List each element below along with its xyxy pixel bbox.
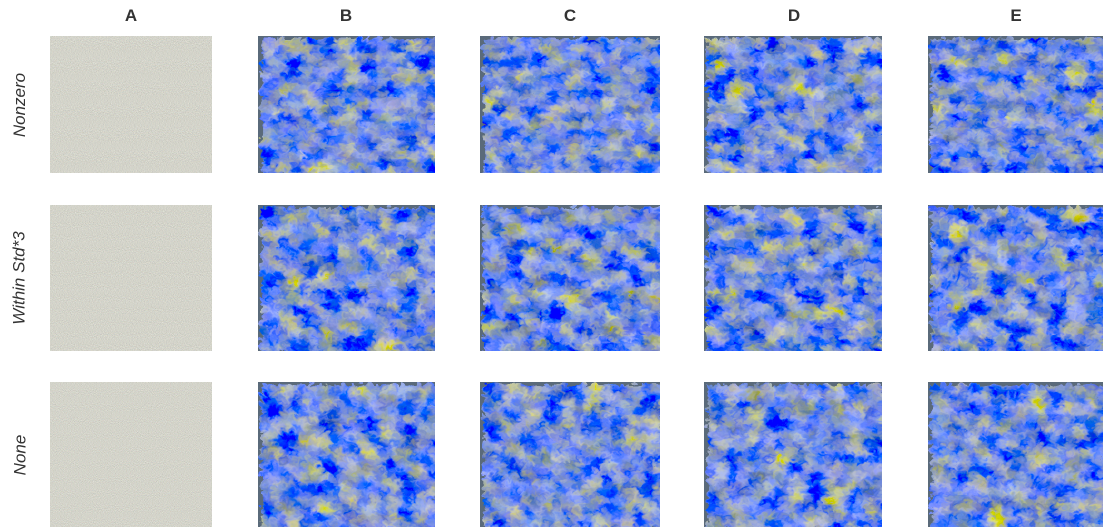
tile-none-e xyxy=(928,382,1103,527)
row-label-nonzero: Nonzero xyxy=(8,36,32,173)
tile-none-d xyxy=(704,382,882,527)
row-label-none: None xyxy=(8,382,32,527)
tile-within-std-3-b xyxy=(258,205,435,351)
tile-within-std-3-d xyxy=(704,205,882,351)
tile-none-a xyxy=(50,382,212,527)
tile-within-std-3-c xyxy=(480,205,660,351)
tile-within-std-3-e xyxy=(928,205,1103,351)
tile-nonzero-e xyxy=(928,36,1103,173)
column-header-b: B xyxy=(339,6,353,25)
tile-nonzero-c xyxy=(480,36,660,173)
tile-within-std-3-a xyxy=(50,205,212,351)
tile-nonzero-b xyxy=(258,36,435,173)
row-label-within-std3-text: Within Std*3 xyxy=(10,231,29,325)
tile-nonzero-a xyxy=(50,36,212,173)
column-header-c: C xyxy=(563,6,577,25)
tile-none-b xyxy=(258,382,435,527)
row-label-nonzero-text: Nonzero xyxy=(10,72,30,137)
tile-nonzero-d xyxy=(704,36,882,173)
row-label-none-text: None xyxy=(10,434,30,475)
tile-none-c xyxy=(480,382,660,527)
column-header-d: D xyxy=(787,6,801,25)
row-label-within-std3: Within Std*3 xyxy=(8,205,32,351)
column-header-e: E xyxy=(1010,6,1022,25)
column-header-a: A xyxy=(124,6,138,25)
